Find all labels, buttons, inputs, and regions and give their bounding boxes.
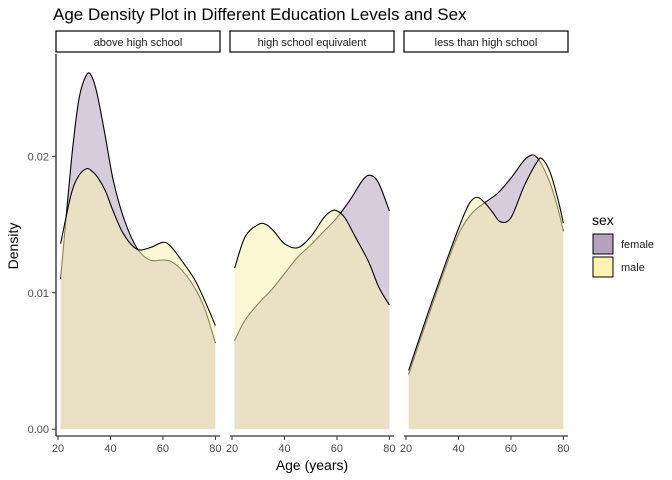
x-tick-label: 60 bbox=[157, 443, 169, 455]
x-tick-label: 40 bbox=[278, 443, 290, 455]
density-area-male bbox=[60, 168, 216, 430]
x-tick-label: 80 bbox=[557, 443, 569, 455]
x-tick-label: 60 bbox=[331, 443, 343, 455]
facet-strip bbox=[55, 30, 221, 53]
legend-key-female bbox=[592, 233, 614, 255]
density-area-male bbox=[408, 157, 564, 430]
facet-strip bbox=[229, 30, 395, 53]
x-axis-title: Age (years) bbox=[276, 457, 348, 473]
facet-strip-label: high school equivalent bbox=[258, 37, 367, 49]
facet-panel: above high school 20 40 60 80 bbox=[52, 30, 222, 455]
legend-key-male bbox=[592, 256, 614, 278]
y-axis-title: Density bbox=[5, 223, 21, 270]
density-line-male bbox=[60, 167, 216, 326]
y-tick-label: 0.02 bbox=[28, 151, 49, 163]
x-tick-label: 40 bbox=[452, 443, 464, 455]
legend-label-male: male bbox=[621, 262, 645, 274]
facet-panel: high school equivalent 20 40 60 80 bbox=[226, 30, 396, 455]
facet-panel: less than high school 20 40 60 80 bbox=[400, 30, 570, 455]
x-tick-label: 80 bbox=[383, 443, 395, 455]
legend-label-female: female bbox=[621, 239, 654, 251]
facet-strip-label: less than high school bbox=[435, 37, 538, 49]
x-tick-label: 80 bbox=[209, 443, 221, 455]
y-tick-label: 0.01 bbox=[28, 288, 49, 300]
facet-strip bbox=[403, 30, 569, 53]
x-tick-label: 40 bbox=[104, 443, 116, 455]
x-tick-label: 20 bbox=[52, 443, 64, 455]
x-tick-label: 20 bbox=[226, 443, 238, 455]
facet-strip-label: above high school bbox=[94, 37, 183, 49]
x-tick-label: 20 bbox=[400, 443, 412, 455]
legend-title: sex bbox=[592, 212, 614, 228]
density-area-male bbox=[234, 210, 390, 430]
density-line-male bbox=[408, 157, 564, 371]
x-tick-label: 60 bbox=[505, 443, 517, 455]
y-tick-label: 0.00 bbox=[28, 424, 49, 436]
density-line-male bbox=[234, 209, 390, 306]
legend: sex female male bbox=[592, 212, 654, 278]
chart-title: Age Density Plot in Different Education … bbox=[53, 5, 467, 24]
